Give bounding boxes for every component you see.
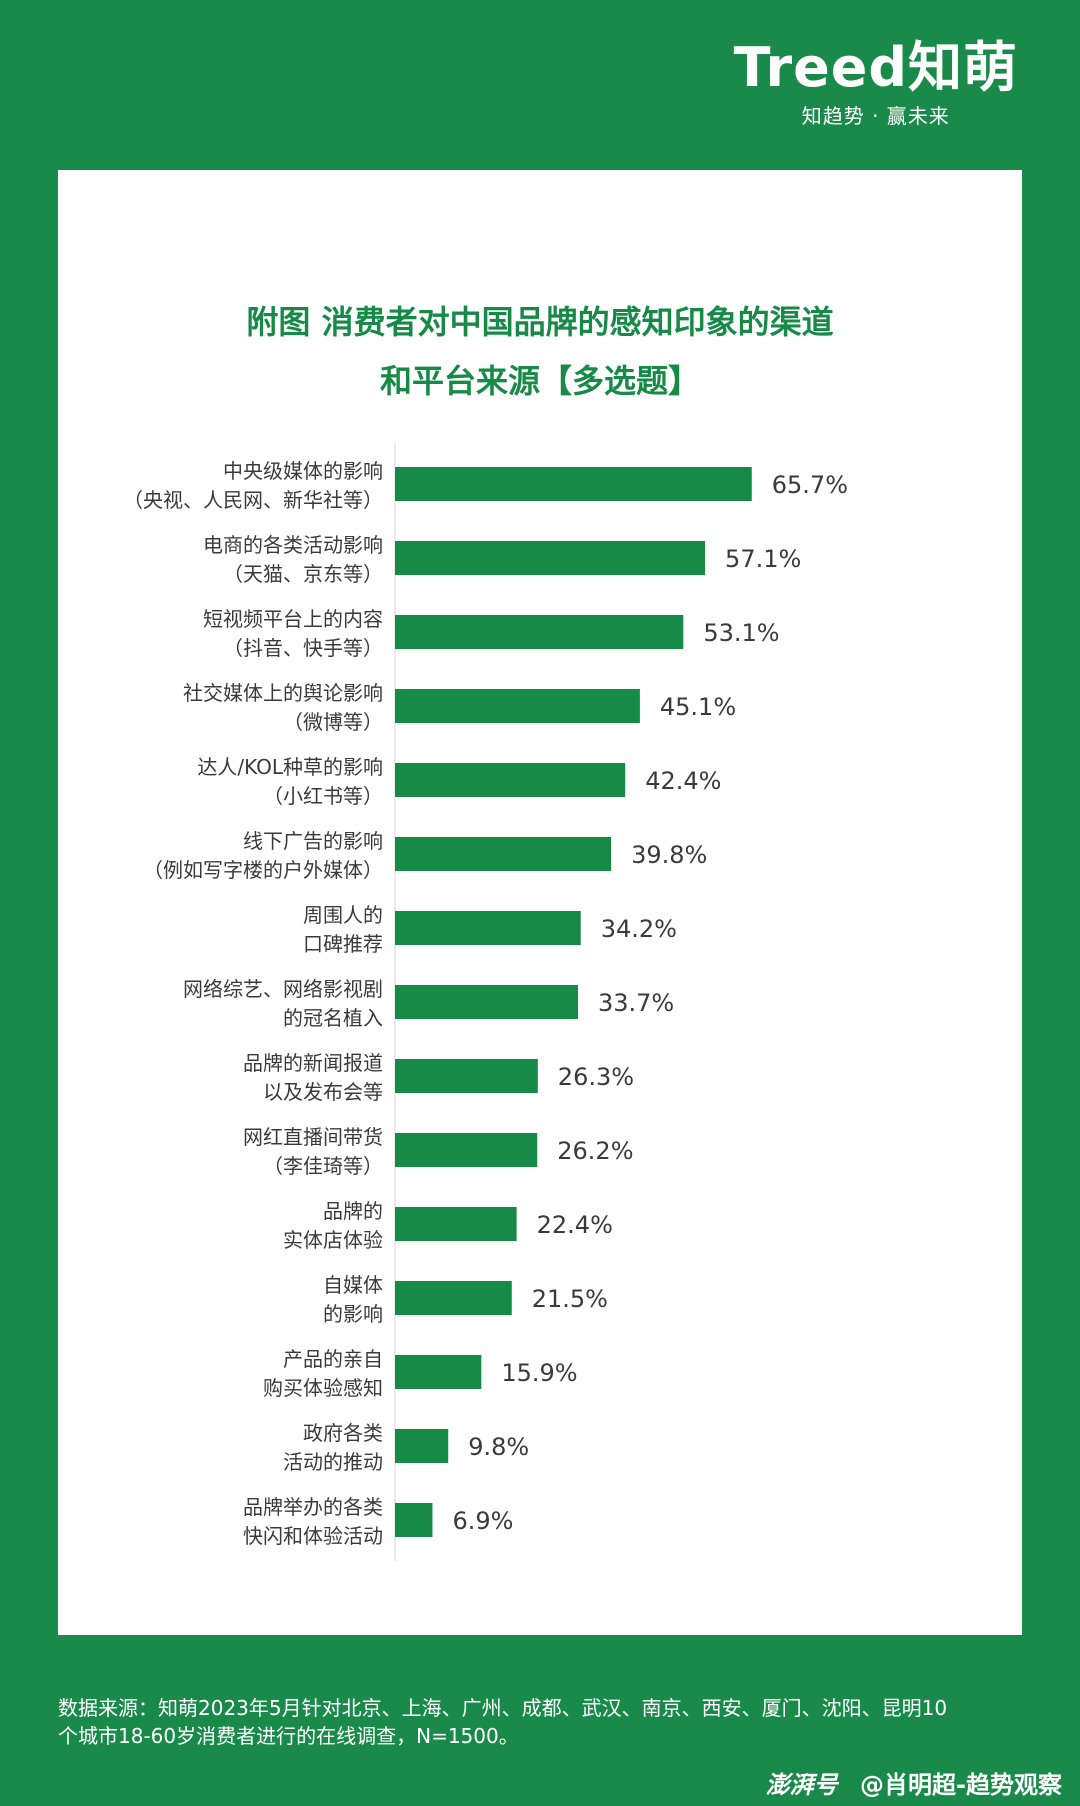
chart-panel: 附图 消费者对中国品牌的感知印象的渠道 和平台来源【多选题】 65.7% 中央级媒… — [58, 170, 1022, 1635]
category-label: （抖音、快手等） — [223, 636, 383, 660]
category-label: 产品的亲自 — [283, 1347, 383, 1371]
bar — [395, 689, 640, 723]
category-label: （央视、人民网、新华社等） — [123, 488, 383, 512]
bar-value-label: 65.7% — [772, 471, 848, 499]
bar — [395, 985, 578, 1019]
bar — [395, 1059, 538, 1093]
category-label: 实体店体验 — [283, 1228, 383, 1252]
bar — [395, 911, 581, 945]
category-label: 网络综艺、网络影视剧 — [183, 977, 383, 1001]
bar-value-label: 6.9% — [452, 1507, 513, 1535]
bar-value-label: 9.8% — [468, 1433, 529, 1461]
bar — [395, 1355, 482, 1389]
data-source-line2: 个城市18-60岁消费者进行的在线调查，N=1500。 — [58, 1724, 519, 1748]
bar-value-label: 15.9% — [501, 1359, 577, 1387]
category-label: 线下广告的影响 — [243, 829, 383, 853]
bar — [395, 1207, 517, 1241]
bar-value-label: 33.7% — [598, 989, 674, 1017]
bar — [395, 1281, 512, 1315]
publisher-brand: 澎湃号 — [765, 1771, 838, 1799]
bar — [395, 615, 684, 649]
bar — [395, 1503, 433, 1537]
category-label: （例如写字楼的户外媒体） — [143, 858, 383, 882]
bar — [395, 541, 706, 575]
bar-value-label: 26.2% — [557, 1137, 633, 1165]
bar-value-label: 53.1% — [703, 619, 779, 647]
logo-tagline: 知趋势 · 赢未来 — [801, 104, 950, 128]
category-label: 网红直播间带货 — [243, 1125, 383, 1149]
category-label: （天猫、京东等） — [223, 562, 383, 586]
brand-logo: Treed知萌 知趋势 · 赢未来 — [734, 38, 1018, 129]
logo-wordmark: Treed知萌 — [733, 36, 1018, 99]
category-label: 政府各类 — [303, 1421, 383, 1445]
bar — [395, 763, 626, 797]
category-label: 社交媒体上的舆论影响 — [183, 681, 383, 705]
bar-value-label: 45.1% — [660, 693, 736, 721]
chart-title: 附图 消费者对中国品牌的感知印象的渠道 和平台来源【多选题】 — [58, 293, 1022, 411]
category-label: （微博等） — [283, 710, 383, 734]
category-label: 口碑推荐 — [303, 932, 383, 956]
bar-value-label: 42.4% — [645, 767, 721, 795]
data-source-line1: 数据来源：知萌2023年5月针对北京、上海、广州、成都、武汉、南京、西安、厦门、… — [58, 1696, 948, 1720]
category-label: 的冠名植入 — [283, 1006, 383, 1030]
category-label: 活动的推动 — [283, 1450, 383, 1474]
category-label: （李佳琦等） — [263, 1154, 383, 1178]
chart-title-line1: 附图 消费者对中国品牌的感知印象的渠道 — [246, 303, 834, 341]
category-label: 中央级媒体的影响 — [223, 459, 383, 483]
bar — [395, 837, 612, 871]
author-credit: 澎湃号 @肖明超-趋势观察 — [766, 1765, 1062, 1800]
category-label: 品牌的新闻报道 — [243, 1051, 383, 1075]
category-label: 的影响 — [323, 1302, 383, 1326]
bar-value-label: 39.8% — [631, 841, 707, 869]
bar-value-label: 34.2% — [601, 915, 677, 943]
category-label: 达人/KOL种草的影响 — [197, 755, 383, 779]
category-label: 电商的各类活动影响 — [203, 533, 383, 557]
bar — [395, 1429, 449, 1463]
category-label: （小红书等） — [263, 784, 383, 808]
bar-value-label: 22.4% — [537, 1211, 613, 1239]
bar-value-label: 57.1% — [725, 545, 801, 573]
category-label: 以及发布会等 — [263, 1080, 383, 1104]
bar — [395, 1133, 538, 1167]
category-label: 快闪和体验活动 — [243, 1524, 383, 1548]
category-label: 周围人的 — [303, 903, 383, 927]
author-handle: @肖明超-趋势观察 — [860, 1771, 1062, 1799]
category-label: 短视频平台上的内容 — [203, 607, 383, 631]
bar — [395, 467, 752, 501]
category-label: 购买体验感知 — [263, 1376, 383, 1400]
bar-value-label: 26.3% — [558, 1063, 634, 1091]
chart-title-line2: 和平台来源【多选题】 — [379, 362, 700, 400]
category-label: 自媒体 — [323, 1273, 383, 1297]
category-label: 品牌的 — [323, 1199, 383, 1223]
bar-chart: 65.7% 中央级媒体的影响 （央视、人民网、新华社等） 57.1% 电商的各类活动影响… — [123, 443, 848, 1561]
category-label: 品牌举办的各类 — [243, 1495, 383, 1519]
bar-value-label: 21.5% — [532, 1285, 608, 1313]
data-source-note: 数据来源：知萌2023年5月针对北京、上海、广州、成都、武汉、南京、西安、厦门、… — [58, 1694, 1038, 1750]
